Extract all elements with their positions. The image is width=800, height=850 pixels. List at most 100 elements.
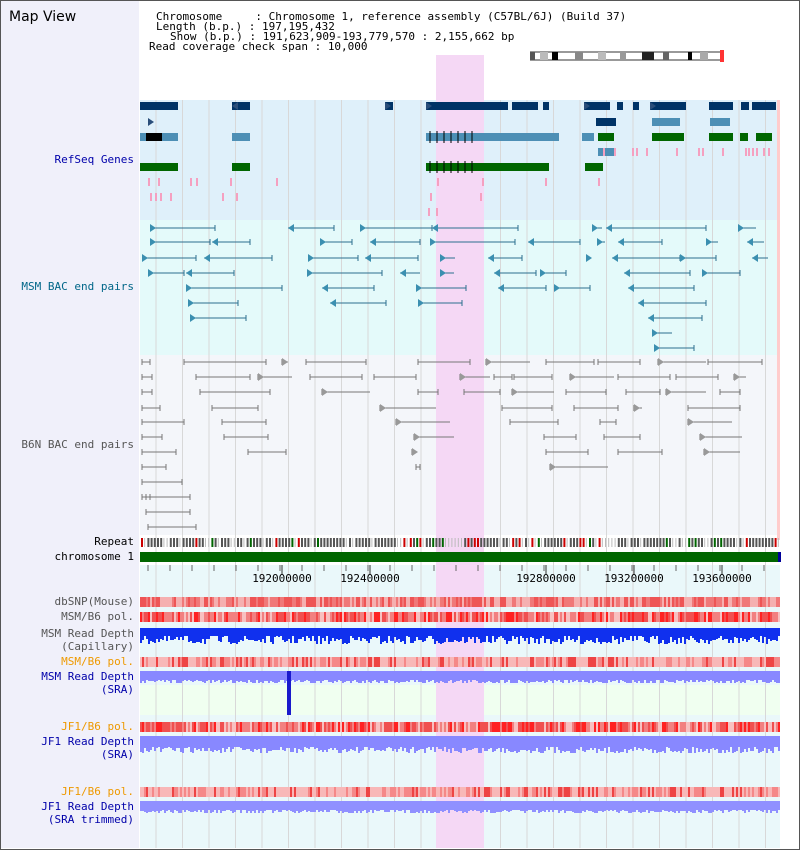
msm-b6-pol-strip-1 bbox=[448, 612, 450, 622]
msm-depth-sra-bar bbox=[206, 671, 208, 681]
track-label-msm-depth-sra[interactable]: MSM Read Depth (SRA) bbox=[41, 670, 134, 696]
msm-b6-pol-strip-2 bbox=[660, 657, 662, 667]
gene-block bbox=[650, 102, 686, 110]
track-label-msm-b6-pol-1[interactable]: MSM/B6 pol. bbox=[61, 610, 134, 623]
jf1-depth-sra-bar bbox=[694, 736, 696, 753]
jf1-depth-sra-bar bbox=[446, 736, 448, 752]
jf1-depth-trim-bar bbox=[446, 801, 448, 810]
jf1-depth-trim-bar bbox=[336, 801, 338, 811]
msm-b6-pol-strip-1 bbox=[654, 612, 656, 622]
track-label-msm-b6-pol-2[interactable]: MSM/B6 pol. bbox=[61, 655, 134, 668]
repeat-mark bbox=[262, 538, 264, 547]
msm-b6-pol-strip-1 bbox=[778, 612, 780, 622]
jf1-depth-trim-bar bbox=[366, 801, 368, 813]
jf1-depth-sra-bar bbox=[264, 736, 266, 748]
jf1-depth-sra-bar bbox=[444, 736, 446, 747]
msm-b6-pol-strip-2 bbox=[744, 657, 746, 667]
jf1-depth-sra-bar bbox=[626, 736, 628, 753]
jf1-depth-trim-bar bbox=[720, 801, 722, 811]
jf1-depth-sra-bar bbox=[434, 736, 436, 752]
jf1-b6-pol-strip-1 bbox=[168, 722, 170, 732]
jf1-b6-pol-strip-2 bbox=[586, 787, 588, 797]
msm-b6-pol-strip-2 bbox=[724, 657, 726, 667]
track-label-jf1-depth-sra[interactable]: JF1 Read Depth (SRA) bbox=[41, 735, 134, 761]
msm-depth-sra-bar bbox=[722, 671, 724, 683]
repeat-mark bbox=[435, 538, 438, 547]
jf1-b6-pol-strip-2 bbox=[166, 787, 168, 797]
dbsnp-strip bbox=[236, 597, 238, 607]
jf1-b6-pol-strip-1 bbox=[584, 722, 586, 732]
show-key: Show (b.p.) : bbox=[170, 30, 263, 43]
track-label-refseq[interactable]: RefSeq Genes bbox=[54, 153, 134, 166]
jf1-b6-pol-strip-1 bbox=[408, 722, 410, 732]
msm-depth-cap-bar bbox=[392, 628, 394, 643]
jf1-b6-pol-strip-2 bbox=[496, 787, 498, 797]
jf1-b6-pol-strip-2 bbox=[744, 787, 746, 797]
track-label-jf1-depth-trim[interactable]: JF1 Read Depth (SRA trimmed) bbox=[41, 800, 134, 826]
repeat-mark bbox=[550, 538, 553, 547]
jf1-depth-sra-bar bbox=[528, 736, 530, 750]
msm-depth-cap-bar bbox=[772, 628, 774, 640]
jf1-depth-trim-bar bbox=[318, 801, 320, 812]
jf1-b6-pol-strip-2 bbox=[626, 787, 628, 797]
track-label-b6n-bac[interactable]: B6N BAC end pairs bbox=[21, 438, 134, 451]
track-label-dbsnp[interactable]: dbSNP(Mouse) bbox=[54, 595, 134, 608]
dbsnp-strip bbox=[640, 597, 642, 607]
jf1-b6-pol-strip-1 bbox=[260, 722, 262, 732]
jf1-b6-pol-strip-1 bbox=[526, 722, 528, 732]
jf1-depth-trim-bar bbox=[306, 801, 308, 812]
msm-b6-pol-strip-2 bbox=[652, 657, 654, 667]
dbsnp-strip bbox=[692, 597, 694, 607]
repeat-mark bbox=[656, 538, 659, 547]
msm-b6-pol-strip-2 bbox=[650, 657, 652, 667]
msm-b6-pol-strip-1 bbox=[382, 612, 384, 622]
jf1-depth-trim-bar bbox=[502, 801, 504, 811]
track-label-jf1-b6-pol-2[interactable]: JF1/B6 pol. bbox=[61, 785, 134, 798]
msm-b6-pol-strip-1 bbox=[496, 612, 498, 622]
msm-depth-sra-bar bbox=[342, 671, 344, 683]
track-label-chromosome[interactable]: chromosome 1 bbox=[54, 550, 134, 563]
jf1-b6-pol-strip-1 bbox=[604, 722, 606, 732]
msm-depth-sra-bar bbox=[680, 671, 682, 681]
repeat-mark bbox=[339, 538, 342, 547]
jf1-depth-trim-bar bbox=[370, 801, 372, 810]
msm-depth-cap-bar bbox=[216, 628, 218, 636]
track-label-msm-bac[interactable]: MSM BAC end pairs bbox=[21, 280, 134, 293]
jf1-b6-pol-strip-2 bbox=[570, 787, 572, 797]
msm-depth-cap-bar bbox=[292, 628, 294, 636]
dbsnp-strip bbox=[158, 597, 160, 607]
track-label-repeat[interactable]: Repeat bbox=[94, 535, 134, 548]
msm-b6-pol-strip-1 bbox=[416, 612, 418, 622]
msm-depth-sra-bar bbox=[566, 671, 568, 680]
msm-depth-sra-bar bbox=[764, 671, 766, 682]
msm-b6-pol-strip-2 bbox=[418, 657, 420, 667]
repeat-mark bbox=[768, 538, 771, 547]
jf1-b6-pol-strip-1 bbox=[736, 722, 738, 732]
msm-b6-pol-strip-2 bbox=[160, 657, 162, 667]
jf1-b6-pol-strip-2 bbox=[362, 787, 364, 797]
msm-depth-sra-bar bbox=[386, 671, 388, 683]
repeat-mark bbox=[512, 538, 515, 547]
track-label-jf1-b6-pol-1[interactable]: JF1/B6 pol. bbox=[61, 720, 134, 733]
msm-depth-sra-bar bbox=[756, 671, 758, 683]
msm-depth-cap-bar bbox=[544, 628, 546, 643]
right-edge-marker bbox=[777, 100, 780, 540]
msm-b6-pol-strip-2 bbox=[516, 657, 518, 667]
dbsnp-strip bbox=[610, 597, 612, 607]
track-label-msm-depth-cap[interactable]: MSM Read Depth (Capillary) bbox=[41, 627, 134, 653]
msm-bac-end bbox=[702, 269, 708, 277]
dbsnp-strip bbox=[188, 597, 190, 607]
msm-b6-pol-strip-1 bbox=[712, 612, 714, 622]
jf1-b6-pol-strip-2 bbox=[592, 787, 594, 797]
msm-b6-pol-strip-1 bbox=[402, 612, 404, 622]
dbsnp-strip bbox=[496, 597, 498, 607]
jf1-b6-pol-strip-2 bbox=[444, 787, 446, 797]
jf1-b6-pol-strip-2 bbox=[672, 787, 674, 797]
msm-b6-pol-strip-1 bbox=[752, 612, 754, 622]
msm-depth-cap-bar bbox=[770, 628, 772, 641]
jf1-b6-pol-strip-1 bbox=[282, 722, 284, 732]
msm-b6-pol-strip-1 bbox=[238, 612, 240, 622]
msm-depth-cap-bar bbox=[288, 628, 290, 639]
jf1-depth-sra-bar bbox=[140, 736, 142, 752]
